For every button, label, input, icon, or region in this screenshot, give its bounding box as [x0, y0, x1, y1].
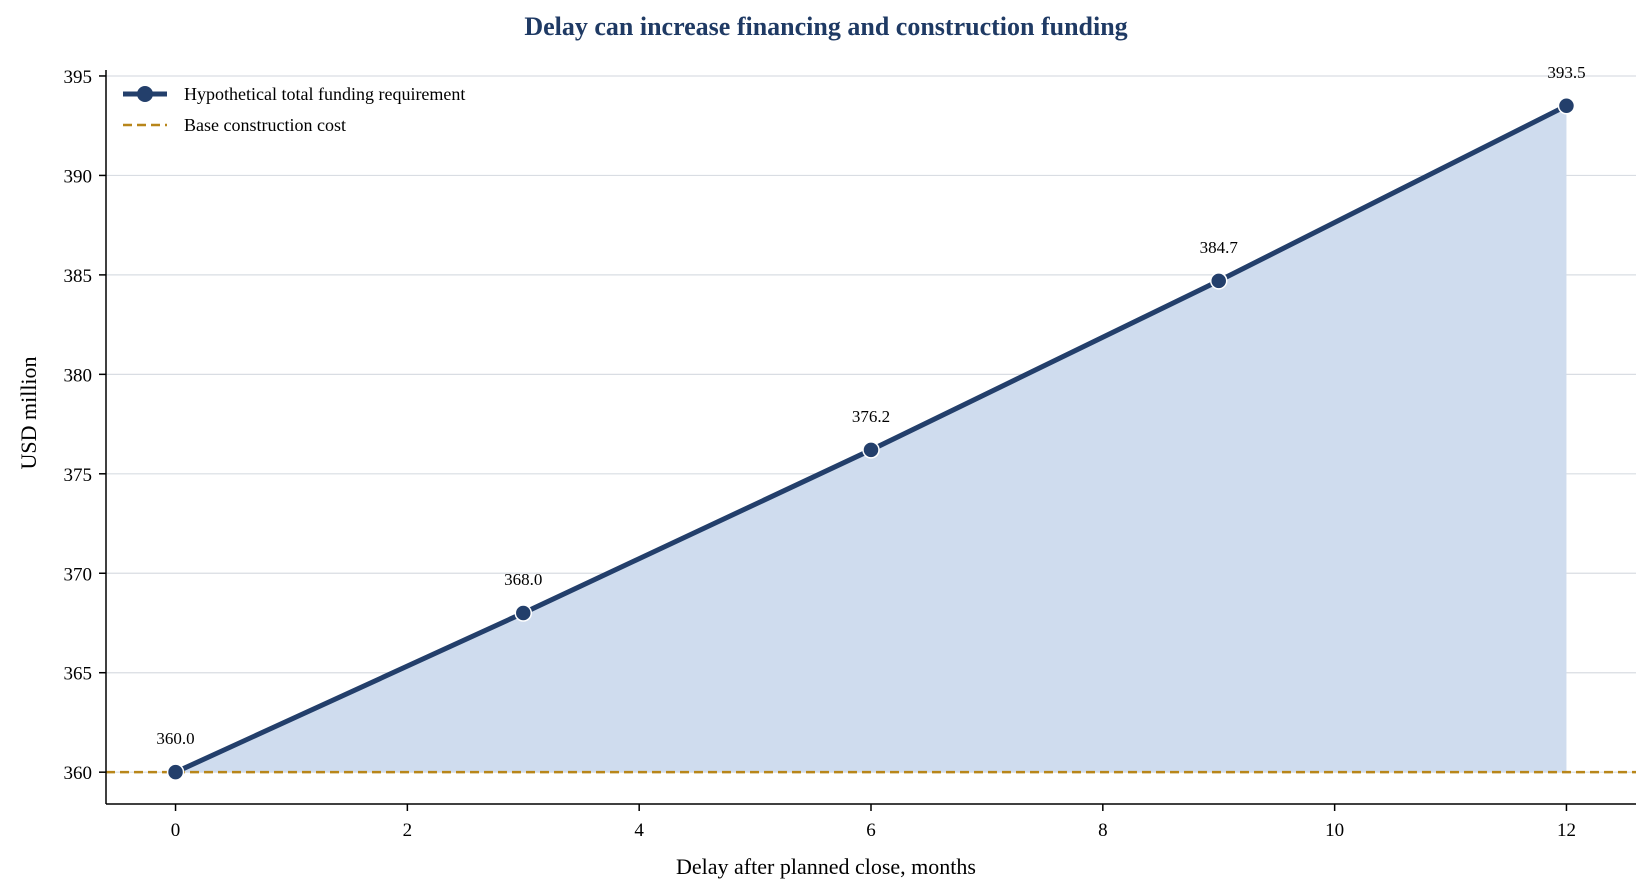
- data-label: 384.7: [1200, 238, 1239, 257]
- chart-title: Delay can increase financing and constru…: [524, 12, 1127, 41]
- data-point: [166, 763, 185, 781]
- legend: Hypothetical total funding requirement B…: [123, 84, 465, 135]
- data-point: [1209, 272, 1228, 290]
- y-tick-label: 360: [64, 763, 93, 784]
- y-tick-label: 395: [64, 67, 93, 88]
- legend-series-label: Hypothetical total funding requirement: [184, 84, 465, 104]
- x-tick-label: 12: [1557, 820, 1576, 841]
- y-tick-label: 390: [64, 166, 93, 187]
- y-tick-label: 385: [64, 266, 93, 287]
- legend-series-marker-swatch: [137, 86, 153, 102]
- data-label: 376.2: [852, 407, 890, 426]
- data-point: [1557, 97, 1576, 115]
- x-tick-label: 4: [634, 820, 644, 841]
- y-tick-label: 365: [64, 664, 93, 685]
- data-point: [862, 441, 880, 459]
- legend-reference-label: Base construction cost: [184, 115, 346, 135]
- area-fill: [175, 105, 1567, 773]
- x-axis-ticks: 0 2 4 6 8 10 12: [171, 804, 1576, 841]
- y-axis-ticks: 360 365 370 375 380 385 390 395: [64, 67, 106, 784]
- y-tick-label: 380: [64, 365, 93, 386]
- data-label: 368.0: [504, 570, 542, 589]
- legend-item-series: Hypothetical total funding requirement: [123, 84, 465, 104]
- x-tick-label: 6: [866, 820, 876, 841]
- x-tick-label: 2: [403, 820, 413, 841]
- x-tick-label: 8: [1098, 820, 1108, 841]
- data-labels: 360.0 368.0 376.2 384.7 393.5: [156, 63, 1585, 748]
- x-tick-label: 0: [171, 820, 181, 841]
- y-tick-label: 370: [64, 564, 93, 585]
- data-label: 393.5: [1547, 63, 1585, 82]
- data-point: [514, 604, 533, 622]
- data-label: 360.0: [156, 729, 194, 748]
- data-points: [166, 97, 1576, 781]
- x-axis-label: Delay after planned close, months: [676, 854, 976, 879]
- y-axis-label: USD million: [16, 356, 41, 469]
- y-tick-label: 375: [64, 465, 93, 486]
- legend-item-reference: Base construction cost: [123, 115, 346, 135]
- x-tick-label: 10: [1325, 820, 1344, 841]
